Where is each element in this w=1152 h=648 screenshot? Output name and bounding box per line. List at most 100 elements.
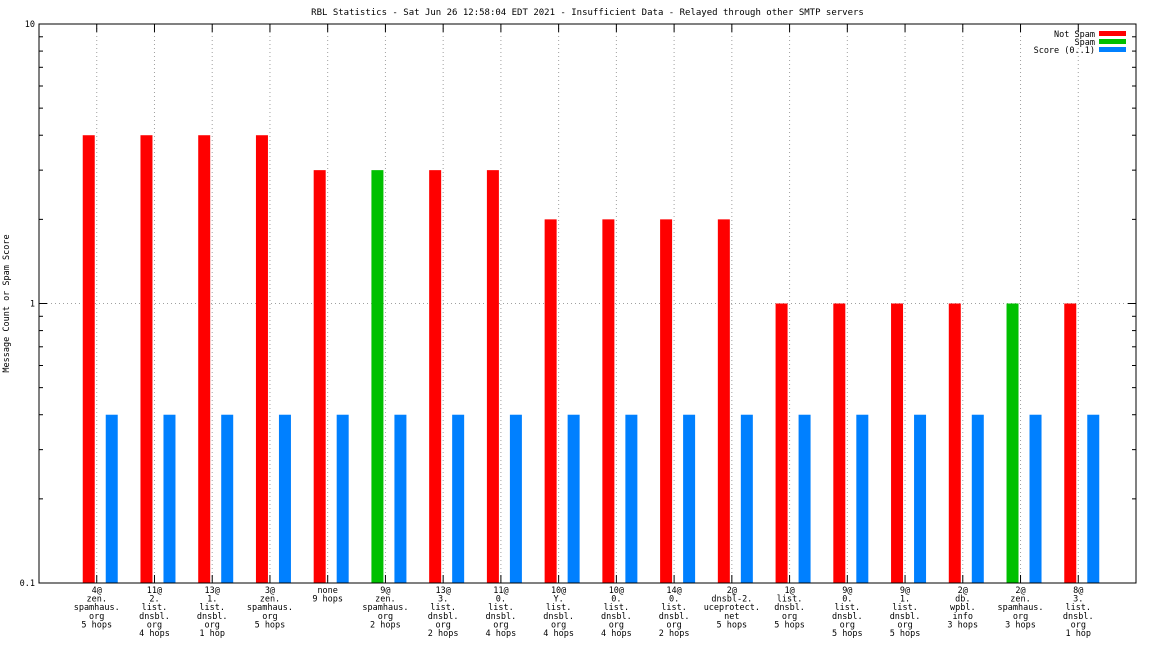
bar-not-spam <box>544 219 557 583</box>
x-category-label-line: org <box>147 620 162 630</box>
bar-score-0-1 <box>798 414 811 583</box>
x-category-label-line: list. <box>142 603 168 613</box>
y-tick-label: 0.1 <box>20 579 35 589</box>
x-category-label: 8@ 3. list. dnsbl. org 1 hop <box>1063 586 1094 639</box>
ticks-layer <box>39 23 1136 584</box>
x-category-label: 10@ Y. list. dnsbl. org 4 hops <box>543 586 574 639</box>
x-category-label-line: dnsbl. <box>543 612 574 622</box>
bar-score-0-1 <box>625 414 638 583</box>
bar-score-0-1 <box>336 414 349 583</box>
x-category-label-line: dnsbl. <box>601 612 632 622</box>
x-category-label-line: 4@ <box>92 586 102 596</box>
bar-not-spam <box>82 135 95 583</box>
x-category-label-line: 2@ <box>1015 586 1025 596</box>
x-category-label-line: 13@ <box>205 586 220 596</box>
x-category-label-line: spamhaus. <box>362 603 408 613</box>
x-category-label-line: list. <box>604 603 630 613</box>
x-category-label-line: 2. <box>149 595 159 605</box>
x-category-label-line: 13@ <box>435 586 450 596</box>
x-category-label-line: 2 hops <box>370 620 401 630</box>
x-category-label-line: 5 hops <box>890 629 921 639</box>
bar-score-0-1 <box>740 414 753 583</box>
x-category-label-line: dnsbl. <box>428 612 459 622</box>
x-category-label-line: 5 hops <box>774 620 805 630</box>
x-category-label-line: 1@ <box>784 586 794 596</box>
x-category-label-line: zen. <box>260 595 280 605</box>
bar-not-spam <box>255 135 268 583</box>
legend-swatch <box>1099 47 1126 52</box>
x-category-label-line: dnsbl. <box>1063 612 1094 622</box>
x-category-label: 4@ zen. spamhaus. org 5 hops <box>74 586 120 630</box>
bar-not-spam <box>140 135 153 583</box>
bar-spam <box>371 170 384 584</box>
bar-score-0-1 <box>914 414 927 583</box>
x-category-label-line: list. <box>835 603 861 613</box>
x-category-label-line: dnsbl. <box>659 612 690 622</box>
bars-layer <box>82 135 1100 584</box>
x-category-label: 9@ zen. spamhaus. org 2 hops <box>362 586 408 630</box>
bar-score-0-1 <box>452 414 465 583</box>
x-category-label: 13@ 3. list. dnsbl. org 2 hops <box>428 586 459 639</box>
x-category-label-line: dnsbl. <box>197 612 228 622</box>
bar-not-spam <box>602 219 615 583</box>
bar-not-spam <box>833 303 846 583</box>
x-category-label: 3@ zen. spamhaus. org 5 hops <box>247 586 293 630</box>
bar-not-spam <box>313 170 326 584</box>
x-category-label-line: 10@ <box>609 586 624 596</box>
x-category-label-line: 9@ <box>380 586 390 596</box>
x-category-label-line: 11@ <box>147 586 162 596</box>
x-category-label-line: 8@ <box>1073 586 1083 596</box>
bar-spam <box>1006 303 1019 583</box>
x-category-label-line: dnsbl. <box>832 612 863 622</box>
y-axis-label: Message Count or Spam Score <box>2 234 12 372</box>
legend-swatch <box>1099 39 1126 44</box>
x-category-label-line: dnsbl. <box>774 603 805 613</box>
x-category-label-line: spamhaus. <box>997 603 1043 613</box>
y-tick-label: 10 <box>25 20 35 30</box>
bar-not-spam <box>429 170 442 584</box>
x-category-label: 9@ 0. list. dnsbl. org 5 hops <box>832 586 863 639</box>
legend-swatch <box>1099 31 1126 36</box>
x-category-label-line: 1 hop <box>199 629 225 639</box>
x-category-label-line: 3@ <box>265 586 275 596</box>
x-category-label-line: 10@ <box>551 586 566 596</box>
x-category-label-line: 0. <box>611 595 621 605</box>
bar-score-0-1 <box>1087 414 1100 583</box>
legend-label: Score (0..1) <box>1034 46 1095 56</box>
x-category-label-line: 4 hops <box>543 629 574 639</box>
x-category-label: 1@ list. dnsbl. org 5 hops <box>774 586 805 630</box>
x-category-label-line: dnsbl-2. <box>711 595 752 605</box>
x-category-label-line: 0. <box>842 595 852 605</box>
x-category-label-line: org <box>609 620 624 630</box>
x-category-label-line: zen. <box>375 595 395 605</box>
x-category-label-line: info <box>953 612 973 622</box>
x-category-label: 11@ 2. list. dnsbl. org 4 hops <box>139 586 170 639</box>
x-category-label-line: org <box>1071 620 1086 630</box>
bar-score-0-1 <box>105 414 118 583</box>
x-category-label-line: org <box>493 620 508 630</box>
x-category-label-line: 5 hops <box>255 620 286 630</box>
bar-score-0-1 <box>509 414 522 583</box>
x-category-label-line: 0. <box>669 595 679 605</box>
bar-score-0-1 <box>856 414 869 583</box>
x-category-label-line: list. <box>892 603 918 613</box>
bar-score-0-1 <box>221 414 234 583</box>
bar-not-spam <box>198 135 211 583</box>
x-category-label-line: 11@ <box>493 586 508 596</box>
x-category-label-line: 4 hops <box>139 629 170 639</box>
x-category-label-line: org <box>840 620 855 630</box>
x-category-label-line: dnsbl. <box>486 612 517 622</box>
x-category-label-line: zen. <box>1010 595 1030 605</box>
legend-label: Spam <box>1075 38 1095 48</box>
x-category-label: 9@ 1. list. dnsbl. org 5 hops <box>890 586 921 639</box>
x-category-label-line: zen. <box>86 595 106 605</box>
x-category-label-line: 2@ <box>727 586 737 596</box>
grid-layer <box>39 24 1136 583</box>
x-category-label-line: Y. <box>554 595 564 605</box>
x-category-label-line: list. <box>661 603 687 613</box>
x-category-label-line: org <box>378 612 393 622</box>
x-category-label-line: dnsbl. <box>139 612 170 622</box>
x-category-label-line: 4 hops <box>486 629 517 639</box>
x-category-label-line: db. <box>955 595 970 605</box>
